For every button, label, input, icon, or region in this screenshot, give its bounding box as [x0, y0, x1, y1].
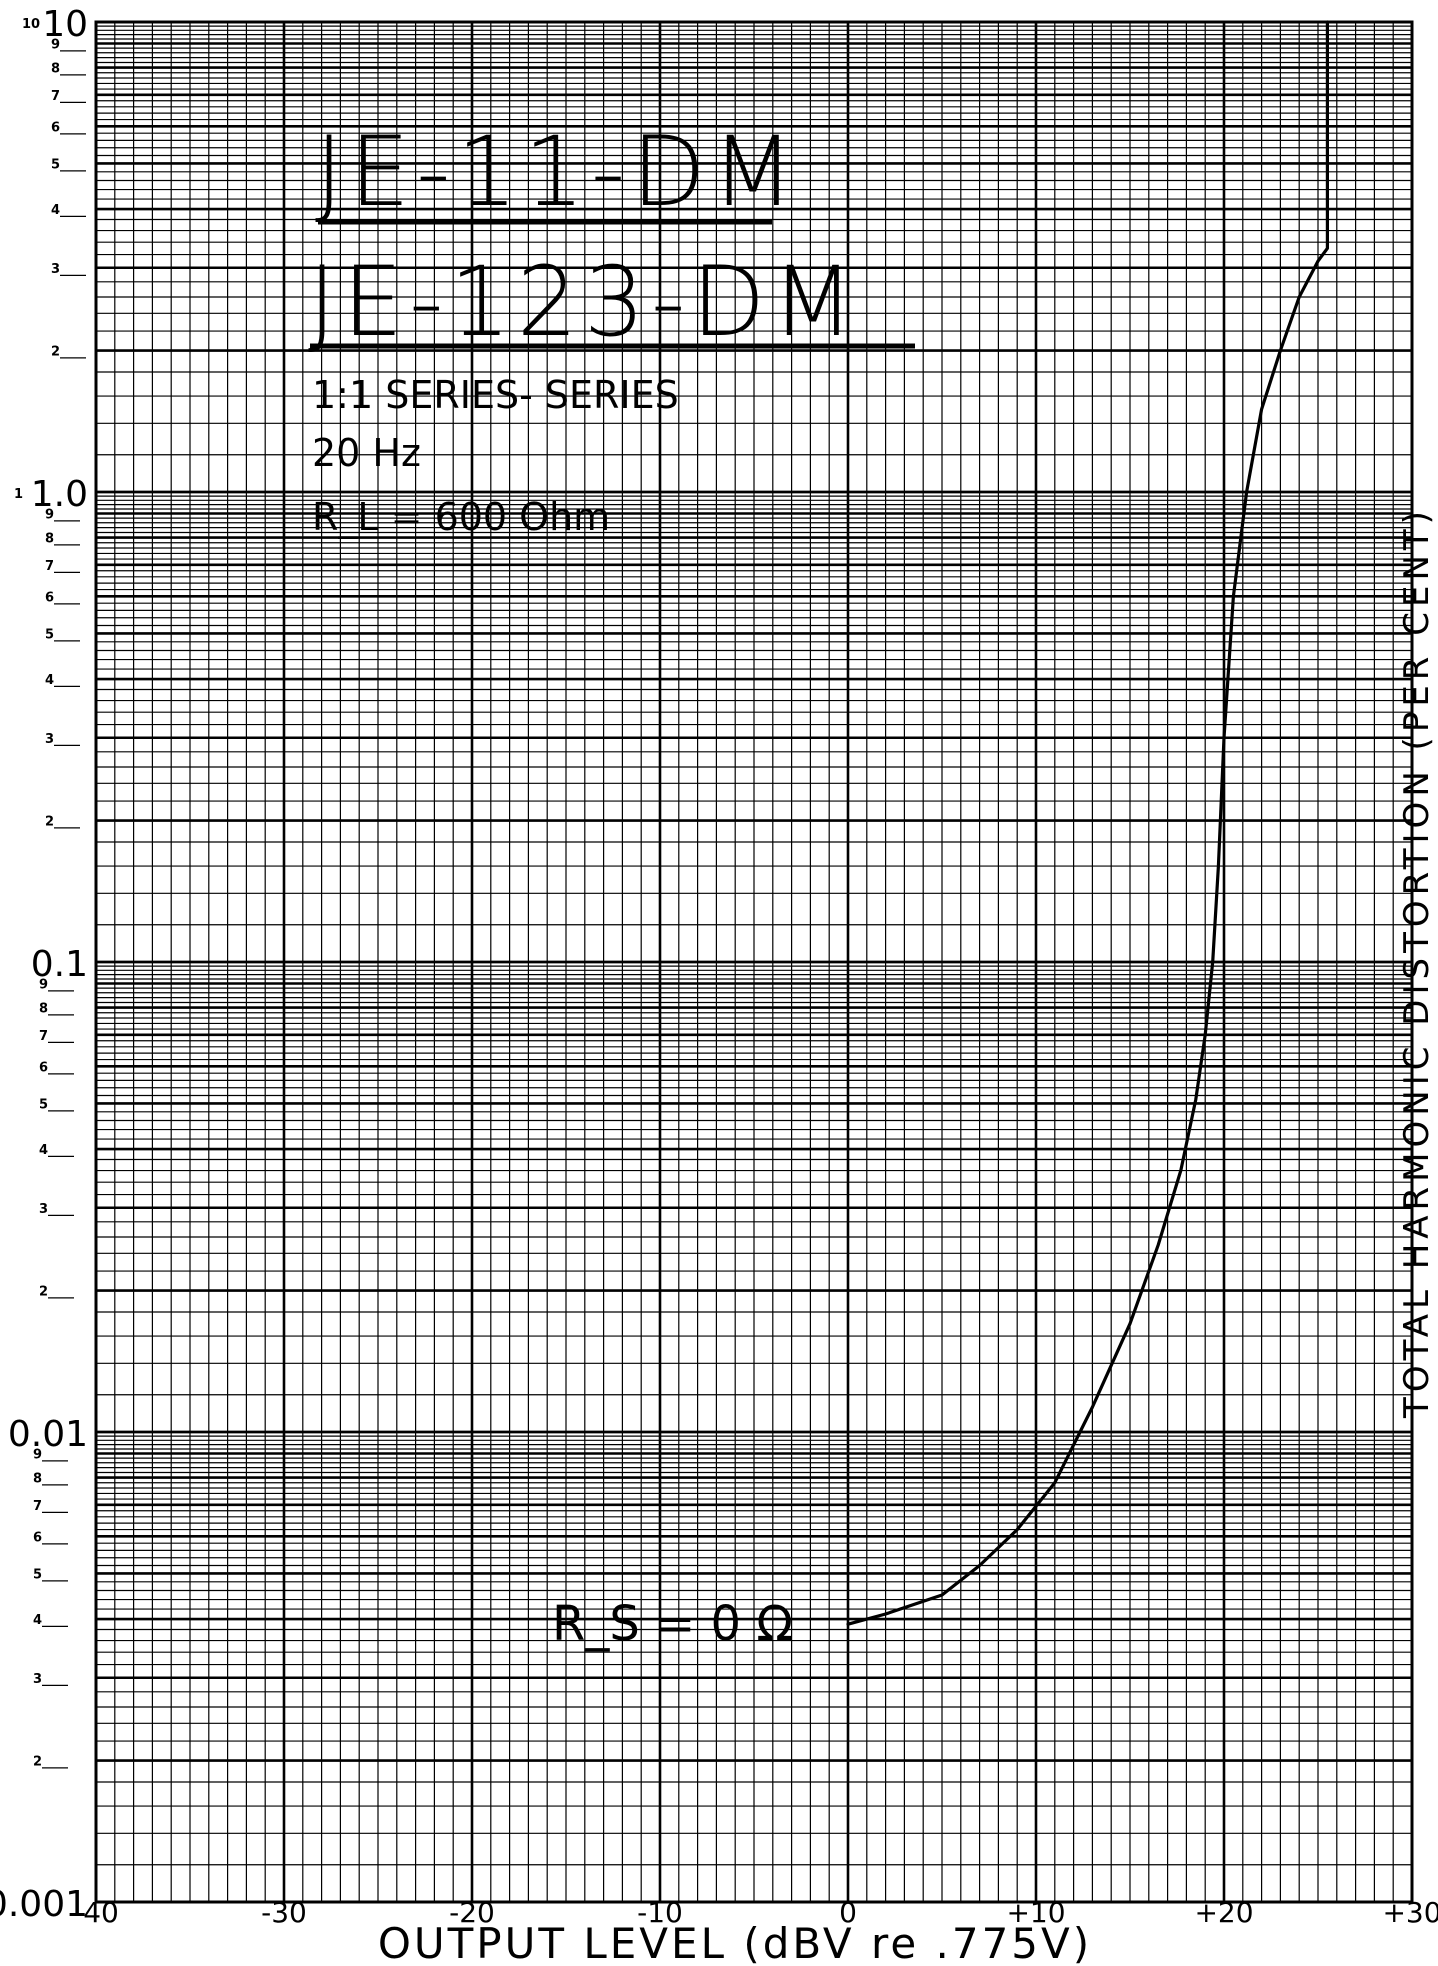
- y-tick-label-minor: 9____: [45, 508, 81, 523]
- y-tick-label-minor: 2____: [33, 1755, 69, 1770]
- y-tick-label-minor: 5____: [51, 157, 87, 172]
- y-tick-label-tiny: 1: [14, 487, 23, 502]
- chart-title-line-2: JE-123-DM: [308, 246, 860, 358]
- x-axis-ticks: -40 -30 -20 -10 0 +10 +20 +30: [73, 1896, 1438, 1929]
- y-tick-label-tiny: 10: [22, 17, 40, 32]
- y-tick-label-minor: 3____: [33, 1672, 69, 1687]
- x-tick-label: -30: [261, 1896, 307, 1929]
- y-tick-label-minor: 2____: [51, 345, 87, 360]
- y-tick-label-minor: 4____: [39, 1143, 75, 1158]
- y-tick-label-major: 0.01: [8, 1414, 88, 1455]
- grid: [94, 20, 1414, 1904]
- y-tick-label-minor: 6____: [45, 590, 81, 605]
- y-tick-label-minor: 8____: [33, 1472, 69, 1487]
- x-tick-label: -10: [637, 1896, 683, 1929]
- y-tick-label-minor: 2____: [45, 815, 81, 830]
- y-tick-label-minor: 4____: [51, 203, 87, 218]
- y-tick-label-major: 0.1: [31, 944, 88, 985]
- y-tick-label-minor: 3____: [51, 262, 87, 277]
- y-tick-label-minor: 6____: [39, 1060, 75, 1075]
- subtitle-config: 1:1 SERIES- SERIES: [312, 373, 679, 417]
- y-tick-label-minor: 8____: [39, 1002, 75, 1017]
- plot-frame: [94, 20, 1414, 1904]
- y-tick-label-minor: 3____: [45, 732, 81, 747]
- y-tick-label-minor: 7____: [39, 1029, 75, 1044]
- subtitle-frequency: 20 Hz: [312, 431, 421, 475]
- y-tick-label-minor: 9____: [39, 978, 75, 993]
- y-tick-label-minor: 4____: [45, 673, 81, 688]
- series-annotation: R_S = 0 Ω: [552, 1596, 793, 1652]
- y-tick-label-minor: 8____: [51, 62, 87, 77]
- y-tick-label-major: 0.001: [0, 1884, 88, 1925]
- y-tick-label-minor: 4____: [33, 1613, 69, 1628]
- y-tick-label-major: 1.0: [31, 474, 88, 515]
- series-line: [846, 20, 1330, 1626]
- y-tick-label-minor: 5____: [39, 1097, 75, 1112]
- y-tick-label-minor: 5____: [33, 1567, 69, 1582]
- y-tick-label-major: 10: [42, 4, 88, 45]
- title-block: JE-11-DM JE-123-DM 1:1 SERIES- SERIES 20…: [308, 116, 915, 539]
- x-axis-label: OUTPUT LEVEL (dBV re .775V): [378, 1919, 1092, 1966]
- y-tick-label-minor: 7____: [33, 1499, 69, 1514]
- y-tick-label-minor: 9____: [33, 1448, 69, 1463]
- series-layer: [846, 20, 1330, 1626]
- y-axis-ticks: 10 1.0 0.1 0.01 0.001 2____ 3____ 4____ 5____ 6__…: [0, 4, 88, 1925]
- y-tick-label-minor: 3____: [39, 1202, 75, 1217]
- y-tick-label-minor: 7____: [51, 89, 87, 104]
- x-tick-label: +20: [1194, 1896, 1253, 1929]
- y-tick-label-minor: 5____: [45, 627, 81, 642]
- y-tick-label-minor: 6____: [51, 120, 87, 135]
- x-tick-label: 0: [839, 1896, 857, 1929]
- y-tick-label-minor: 7____: [45, 559, 81, 574]
- y-axis-label: TOTAL HARMONIC DISTORTION (PER CENT): [1397, 506, 1437, 1419]
- x-tick-label: +10: [1006, 1896, 1065, 1929]
- y-tick-label-minor: 9____: [51, 38, 87, 53]
- x-tick-label: -20: [449, 1896, 495, 1929]
- subtitle-load: R_L = 600 Ohm: [312, 495, 610, 539]
- y-tick-label-minor: 8____: [45, 532, 81, 547]
- x-tick-label: +30: [1382, 1896, 1438, 1929]
- y-tick-label-minor: 2____: [39, 1285, 75, 1300]
- y-tick-label-minor: 6____: [33, 1530, 69, 1545]
- x-tick-label: -40: [73, 1896, 119, 1929]
- chart-title-line-1: JE-11-DM: [315, 116, 800, 228]
